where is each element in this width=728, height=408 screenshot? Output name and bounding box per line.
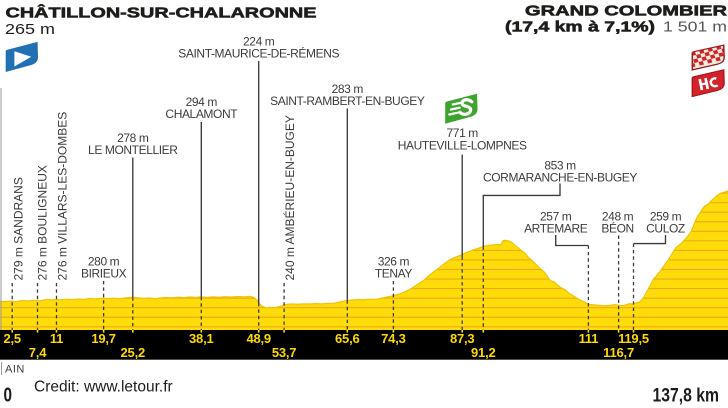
svg-text:240 m AMBÉRIEU-EN-BUGEY: 240 m AMBÉRIEU-EN-BUGEY (282, 115, 297, 280)
svg-text:87,3: 87,3 (450, 331, 475, 346)
svg-text:111: 111 (579, 331, 599, 346)
svg-text:38,1: 38,1 (189, 331, 214, 346)
svg-text:257 m: 257 m (540, 210, 572, 224)
svg-text:7,4: 7,4 (29, 345, 47, 360)
svg-text:224 m: 224 m (243, 35, 275, 49)
svg-text:53,7: 53,7 (272, 345, 297, 360)
svg-text:91,2: 91,2 (471, 345, 496, 360)
svg-text:771 m: 771 m (447, 126, 479, 140)
svg-text:0: 0 (4, 385, 13, 407)
svg-text:19,7: 19,7 (91, 331, 116, 346)
svg-text:SAINT-RAMBERT-EN-BUGEY: SAINT-RAMBERT-EN-BUGEY (270, 94, 425, 108)
svg-text:1 501 m: 1 501 m (663, 18, 727, 35)
svg-text:283 m: 283 m (332, 82, 364, 96)
svg-text:Credit: www.letour.fr: Credit: www.letour.fr (34, 379, 173, 396)
svg-text:2,5: 2,5 (3, 331, 20, 346)
svg-text:116,7: 116,7 (603, 345, 634, 360)
svg-text:248 m: 248 m (602, 210, 634, 224)
svg-text:AIN: AIN (5, 364, 25, 376)
svg-text:259 m: 259 m (650, 210, 682, 224)
svg-text:CHÂTILLON-SUR-CHALARONNE: CHÂTILLON-SUR-CHALARONNE (6, 3, 317, 21)
svg-text:265 m: 265 m (5, 21, 55, 38)
svg-text:(17,4 km à 7,1%): (17,4 km à 7,1%) (505, 18, 655, 35)
svg-text:280 m: 280 m (88, 255, 120, 269)
svg-text:74,3: 74,3 (381, 331, 406, 346)
svg-text:294 m: 294 m (186, 95, 218, 109)
svg-text:853 m: 853 m (544, 159, 576, 173)
svg-text:11: 11 (50, 331, 63, 346)
svg-text:SAINT-MAURICE-DE-RÉMENS: SAINT-MAURICE-DE-RÉMENS (178, 46, 339, 61)
svg-text:CORMARANCHE-EN-BUGEY: CORMARANCHE-EN-BUGEY (483, 171, 637, 185)
svg-text:25,2: 25,2 (121, 345, 146, 360)
svg-text:BÉON: BÉON (601, 221, 633, 236)
svg-text:CHALAMONT: CHALAMONT (165, 107, 238, 121)
svg-text:48,9: 48,9 (246, 331, 271, 346)
svg-text:65,6: 65,6 (335, 331, 360, 346)
svg-text:BIRIEUX: BIRIEUX (81, 266, 127, 280)
svg-text:GRAND COLOMBIER: GRAND COLOMBIER (525, 3, 727, 20)
svg-text:279 m SANDRANS: 279 m SANDRANS (11, 177, 25, 280)
svg-text:278 m: 278 m (117, 131, 149, 145)
svg-text:276 m BOULIGNEUX: 276 m BOULIGNEUX (35, 165, 49, 280)
svg-text:HAUTEVILLE-LOMPNES: HAUTEVILLE-LOMPNES (398, 139, 527, 153)
svg-text:137,8 km: 137,8 km (653, 386, 720, 407)
svg-text:276 m VILLARS-LES-DOMBES: 276 m VILLARS-LES-DOMBES (55, 112, 69, 281)
svg-text:TENAY: TENAY (375, 266, 413, 280)
svg-text:ARTEMARE: ARTEMARE (524, 222, 588, 236)
svg-text:326 m: 326 m (378, 255, 410, 269)
svg-text:LE MONTELLIER: LE MONTELLIER (88, 143, 178, 157)
svg-text:119,5: 119,5 (618, 331, 649, 346)
svg-text:CULOZ: CULOZ (646, 222, 685, 236)
